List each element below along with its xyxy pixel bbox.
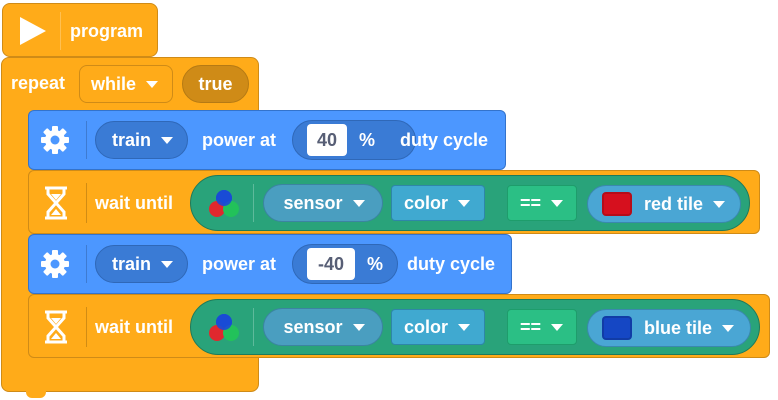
repeat-mode-value: while xyxy=(91,73,137,94)
power-value[interactable]: 40 xyxy=(307,124,347,156)
repeat-mode-dropdown[interactable]: while xyxy=(79,65,173,103)
unit-label: % xyxy=(366,253,383,274)
operator-dropdown-1[interactable]: == xyxy=(507,185,577,221)
operator-dropdown-2[interactable]: == xyxy=(507,309,577,345)
sensor-dropdown-2[interactable]: sensor xyxy=(263,308,383,346)
power-at-label: power at xyxy=(202,130,277,150)
red-swatch xyxy=(602,192,632,216)
caret-down-icon xyxy=(551,323,564,331)
sensor-name: sensor xyxy=(283,192,343,213)
wait-until-label: wait until xyxy=(95,193,173,213)
program-label: program xyxy=(70,21,144,41)
color-compare-reporter-1[interactable]: sensor color == red tile xyxy=(190,175,750,231)
repeat-bottom-notch xyxy=(26,390,46,398)
caret-down-icon xyxy=(161,136,174,144)
motor-dropdown-2[interactable]: train xyxy=(95,245,189,283)
motor-dropdown-1[interactable]: train xyxy=(95,121,189,159)
gear-icon xyxy=(39,124,71,156)
duty-cycle-label: duty cycle xyxy=(400,130,489,150)
power-input-1[interactable]: 40 % xyxy=(292,120,416,160)
caret-down-icon xyxy=(722,324,735,332)
unit-label: % xyxy=(359,129,376,150)
power-value[interactable]: -40 xyxy=(307,248,355,280)
caret-down-icon xyxy=(551,199,564,207)
play-icon[interactable] xyxy=(20,17,46,45)
color-compare-reporter-2[interactable]: sensor color == blue tile xyxy=(190,299,760,355)
hourglass-icon xyxy=(43,310,69,344)
motor-power-block-2[interactable]: train power at -40 % duty cycle xyxy=(28,234,512,294)
mode-dropdown-1[interactable]: color xyxy=(391,185,485,221)
power-at-label: power at xyxy=(202,254,277,274)
mode-dropdown-2[interactable]: color xyxy=(391,309,485,345)
sensor-dropdown-1[interactable]: sensor xyxy=(263,184,383,222)
wait-until-block-1[interactable]: wait until sensor color == red tile xyxy=(28,170,760,234)
duty-cycle-label: duty cycle xyxy=(407,254,496,274)
repeat-label: repeat xyxy=(11,73,66,93)
sensor-name: sensor xyxy=(283,316,343,337)
caret-down-icon xyxy=(146,80,159,88)
caret-down-icon xyxy=(352,323,365,331)
operator-value: == xyxy=(520,192,542,213)
tile-dropdown-2[interactable]: blue tile xyxy=(587,309,751,347)
wait-until-label: wait until xyxy=(95,317,173,337)
caret-down-icon xyxy=(713,200,726,208)
motor-power-block-1[interactable]: train power at 40 % duty cycle xyxy=(28,110,506,170)
caret-down-icon xyxy=(458,199,471,207)
color-sensor-icon xyxy=(207,188,241,220)
tile-label: blue tile xyxy=(644,317,713,338)
program-hat-block[interactable]: program xyxy=(2,3,158,57)
operator-value: == xyxy=(520,316,542,337)
tile-label: red tile xyxy=(644,193,704,214)
blue-swatch xyxy=(602,316,632,340)
repeat-condition-value: true xyxy=(198,73,233,94)
power-input-2[interactable]: -40 % xyxy=(292,244,398,284)
mode-value: color xyxy=(404,192,449,213)
motor-name: train xyxy=(112,253,152,274)
gear-icon xyxy=(39,248,71,280)
motor-name: train xyxy=(112,129,152,150)
color-sensor-icon xyxy=(207,312,241,344)
caret-down-icon xyxy=(458,323,471,331)
tile-dropdown-1[interactable]: red tile xyxy=(587,185,741,223)
hourglass-icon xyxy=(43,186,69,220)
wait-until-block-2[interactable]: wait until sensor color == blue tile xyxy=(28,294,770,358)
caret-down-icon xyxy=(352,199,365,207)
caret-down-icon xyxy=(161,260,174,268)
repeat-condition[interactable]: true xyxy=(182,65,249,103)
mode-value: color xyxy=(404,316,449,337)
